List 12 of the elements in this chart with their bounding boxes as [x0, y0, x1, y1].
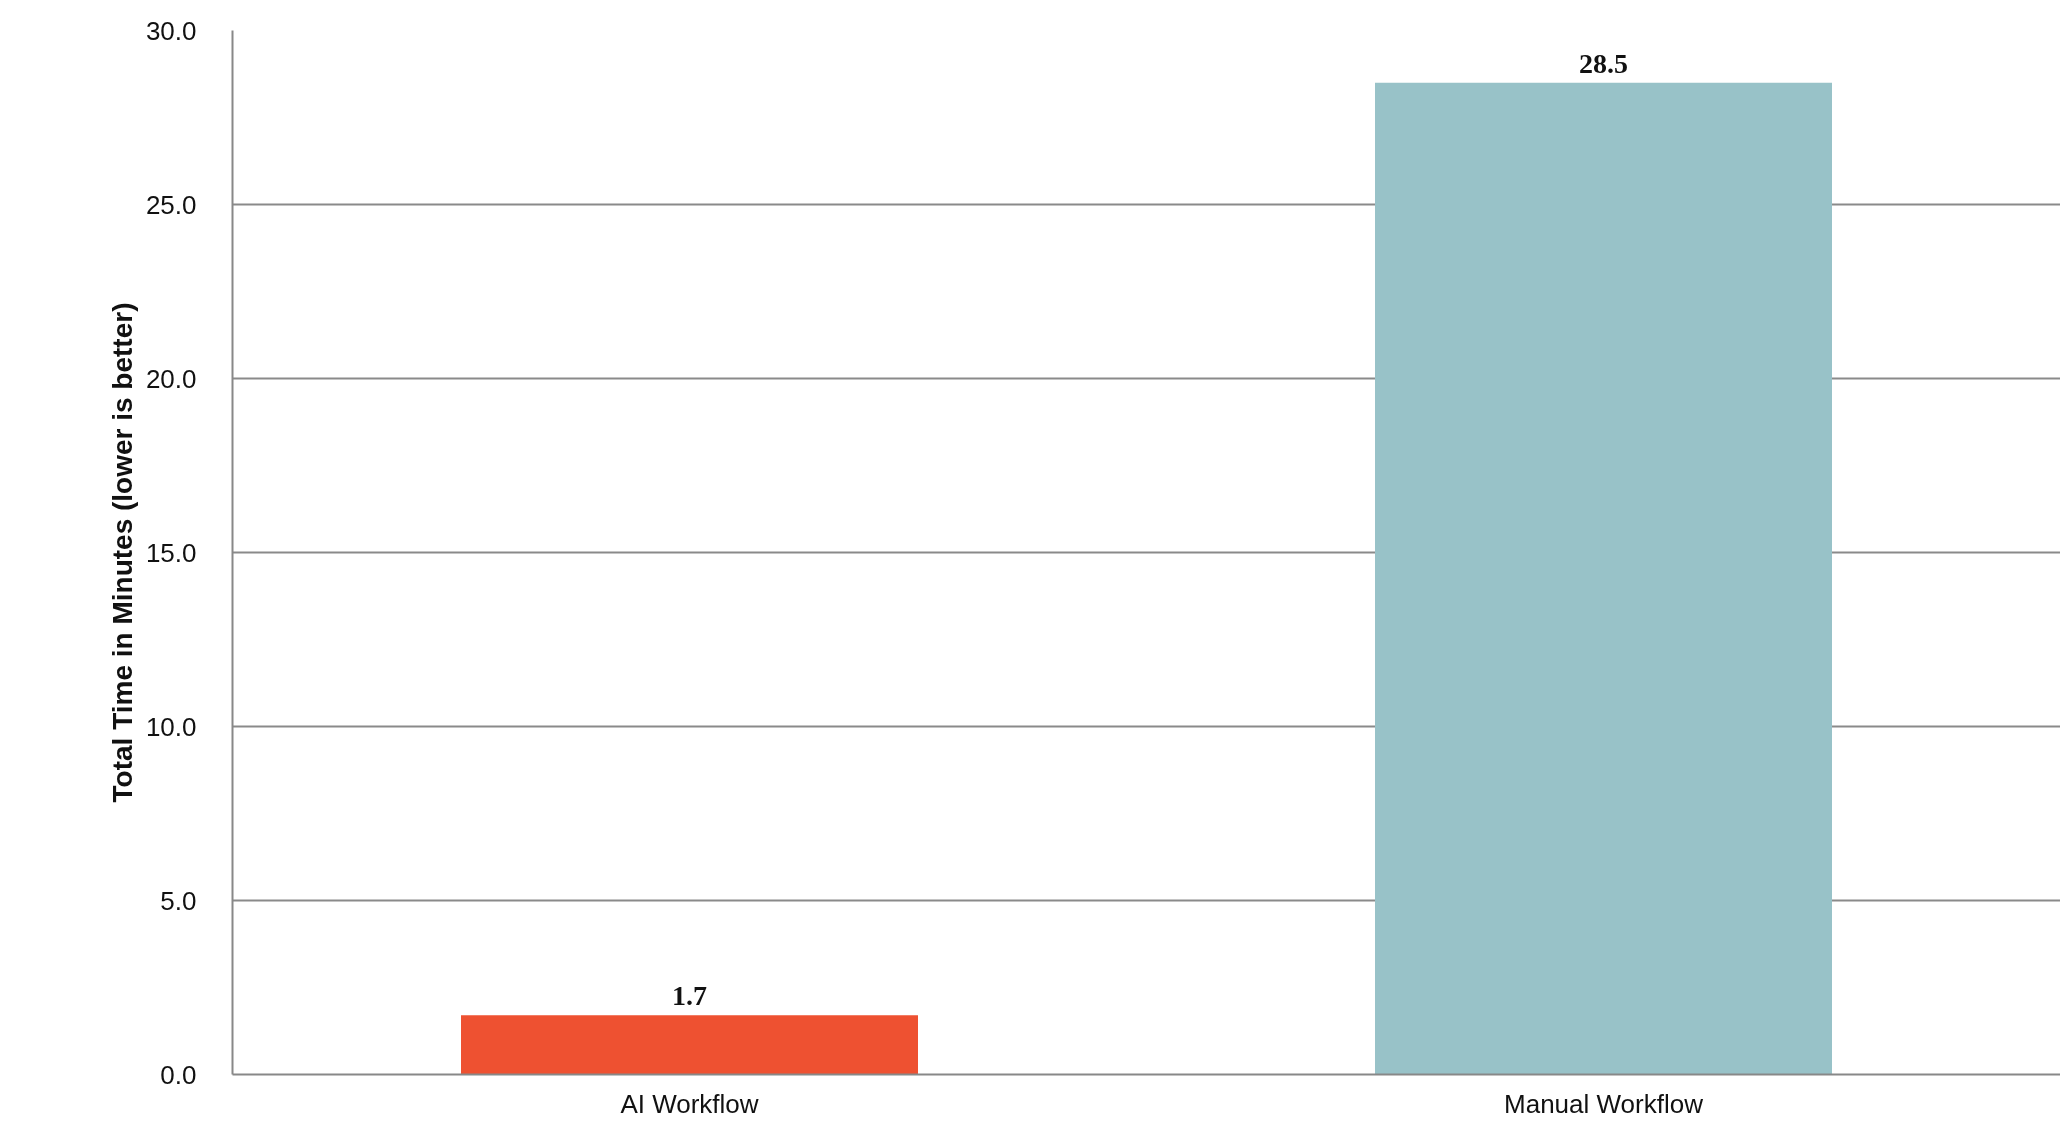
y-tick-label: 25.0 [145, 189, 197, 220]
y-tick-label: 5.0 [160, 885, 197, 916]
data-label: 28.5 [1579, 47, 1628, 79]
y-tick-label: 0.0 [160, 1059, 197, 1090]
y-tick-label: 10.0 [145, 711, 197, 742]
y-tick-label: 15.0 [145, 537, 197, 568]
data-label: 1.7 [672, 980, 707, 1012]
x-tick-label: Manual Workflow [1504, 1088, 1704, 1119]
y-tick-label: 20.0 [145, 363, 197, 394]
y-tick-label: 30.0 [145, 15, 197, 46]
x-tick-label: AI Workflow [620, 1088, 759, 1119]
y-axis-title: Total Time in Minutes (lower is better) [106, 302, 138, 803]
